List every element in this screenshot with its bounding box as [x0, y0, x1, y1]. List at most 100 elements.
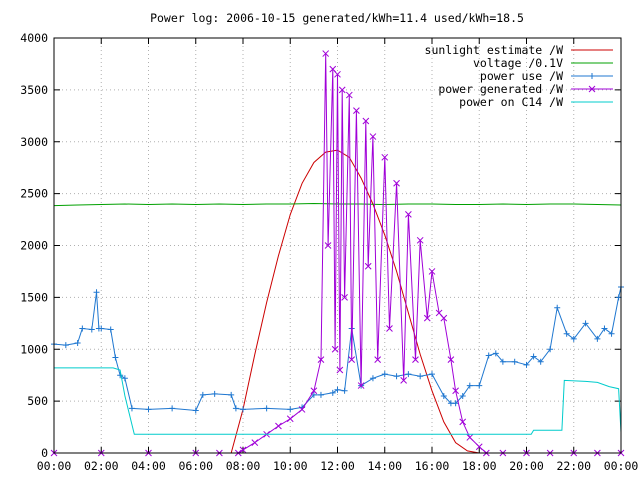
x-tick-label: 18:00	[462, 459, 497, 473]
data-point-power-use-w	[582, 320, 589, 327]
chart-title: Power log: 2006-10-15 generated/kWh=11.4…	[150, 11, 524, 25]
x-tick-label: 02:00	[84, 459, 119, 473]
legend-marker-power-use-w	[589, 73, 595, 79]
data-point-power-generated-w	[348, 356, 356, 363]
data-point-power-use-w	[329, 389, 336, 396]
data-point-power-generated-w	[336, 366, 344, 374]
y-tick-label: 2500	[20, 187, 48, 201]
data-point-power-use-w	[405, 371, 412, 378]
x-tick-label: 06:00	[178, 459, 213, 473]
data-point-power-use-w	[228, 391, 235, 398]
data-point-power-use-w	[594, 335, 601, 342]
data-point-power-use-w	[112, 354, 119, 361]
data-point-power-generated-w	[440, 314, 448, 322]
data-point-power-use-w	[417, 373, 424, 380]
data-point-power-generated-w	[362, 117, 370, 125]
x-tick-label: 12:00	[320, 459, 355, 473]
data-point-power-generated-w	[251, 439, 259, 446]
legend-label-power-generated-w: power generated /W	[438, 82, 563, 96]
x-axis-ticks: 00:00 02:00 04:00 06:00 08:00 10:00 12:00 14:00…	[37, 38, 639, 473]
data-point-power-use-w	[287, 406, 294, 413]
data-point-power-use-w	[452, 400, 459, 407]
data-point-power-generated-w	[331, 345, 339, 353]
plot-frame	[53, 37, 622, 454]
data-point-power-use-w	[511, 358, 518, 365]
x-tick-label: 04:00	[131, 459, 166, 473]
y-tick-label: 500	[27, 394, 48, 408]
series-line-power-use-w	[53, 286, 622, 412]
data-point-power-generated-w	[393, 179, 400, 187]
x-tick-label: 22:00	[556, 459, 591, 473]
legend-label-voltage-0-1v: voltage /0.1V	[473, 56, 563, 70]
data-point-power-use-w	[211, 390, 218, 397]
data-point-power-use-w	[601, 325, 608, 332]
y-tick-label: 0	[41, 446, 48, 460]
data-point-power-use-w	[530, 353, 537, 360]
data-point-power-generated-w	[416, 236, 424, 244]
legend-label-sunlight-estimate-w: sunlight estimate /W	[425, 43, 564, 57]
data-point-power-use-w	[74, 340, 81, 347]
data-point-power-use-w	[393, 373, 400, 380]
data-point-power-use-w	[192, 407, 199, 414]
y-tick-label: 3500	[20, 83, 48, 97]
data-point-power-use-w	[199, 391, 206, 398]
data-point-power-generated-w	[475, 443, 483, 451]
x-tick-label: 16:00	[415, 459, 450, 473]
data-point-power-use-w	[93, 289, 100, 296]
data-point-power-generated-w	[423, 314, 431, 322]
grid-lines	[54, 38, 621, 453]
x-tick-label: 00:00	[37, 459, 72, 473]
data-point-power-use-w	[79, 325, 86, 332]
data-point-power-use-w	[240, 406, 246, 413]
data-point-power-generated-w	[345, 91, 353, 99]
data-point-power-use-w	[88, 326, 95, 333]
data-point-power-use-w	[492, 350, 499, 357]
data-point-power-generated-w	[405, 211, 412, 218]
data-point-power-use-w	[466, 382, 473, 389]
data-point-power-generated-w	[386, 325, 393, 332]
data-point-power-use-w	[499, 358, 506, 365]
data-point-power-use-w	[547, 346, 554, 353]
plot-area	[50, 50, 625, 457]
legend-label-power-on-c14-w: power on C14 /W	[459, 95, 563, 109]
data-point-power-use-w	[563, 330, 570, 337]
data-point-power-generated-w	[310, 387, 318, 395]
data-point-power-generated-w	[466, 434, 474, 441]
data-point-power-generated-w	[412, 356, 419, 363]
data-point-power-generated-w	[459, 418, 467, 426]
data-point-power-generated-w	[317, 356, 325, 363]
series-line-power-generated-w	[54, 53, 621, 454]
data-point-power-generated-w	[400, 377, 408, 384]
data-point-power-use-w	[485, 352, 492, 359]
data-point-power-use-w	[107, 326, 114, 333]
x-tick-label: 00:00	[604, 459, 639, 473]
data-point-power-use-w	[523, 361, 530, 368]
y-tick-label: 1500	[20, 290, 48, 304]
data-point-power-generated-w	[239, 446, 247, 454]
data-point-power-generated-w	[286, 415, 294, 423]
data-point-power-use-w	[121, 375, 128, 382]
data-point-power-use-w	[145, 406, 152, 413]
data-point-power-generated-w	[357, 382, 365, 389]
data-point-power-use-w	[459, 392, 466, 399]
data-point-power-generated-w	[322, 50, 330, 57]
data-point-power-generated-w	[374, 356, 382, 363]
series-line-power-on-c14-w	[54, 367, 622, 435]
data-point-power-generated-w	[369, 133, 377, 140]
data-point-power-use-w	[537, 358, 544, 365]
data-point-power-generated-w	[338, 86, 346, 94]
data-point-power-generated-w	[447, 356, 455, 363]
data-point-power-use-w	[62, 342, 69, 349]
data-point-power-use-w	[429, 371, 435, 378]
data-point-power-use-w	[98, 325, 105, 332]
data-point-power-generated-w	[324, 242, 332, 249]
data-point-power-generated-w	[298, 406, 306, 413]
x-tick-label: 08:00	[226, 459, 261, 473]
x-tick-label: 14:00	[367, 459, 402, 473]
data-point-power-generated-w	[381, 153, 389, 161]
data-point-power-use-w	[169, 405, 176, 412]
series-line-voltage-0-1v	[53, 202, 622, 207]
data-point-power-use-w	[440, 392, 447, 399]
data-point-power-generated-w	[334, 70, 341, 78]
